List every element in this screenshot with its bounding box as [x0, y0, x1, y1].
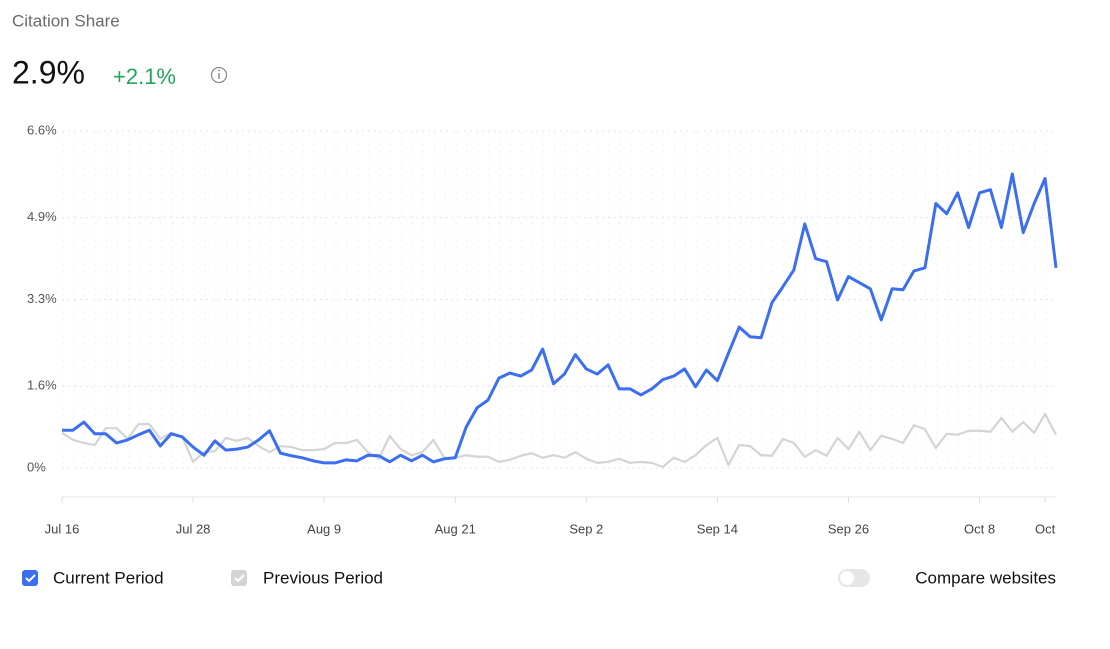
compare-toggle[interactable] [838, 569, 870, 587]
x-tick-label: Aug 21 [435, 521, 476, 536]
x-tick-label: Sep 26 [828, 521, 869, 536]
series-line [61, 412, 1057, 469]
series-line [62, 172, 1058, 465]
compare-label: Compare websites [915, 568, 1056, 587]
legend-previous[interactable] [231, 570, 247, 586]
value: 2.9% [12, 54, 85, 90]
legend-current[interactable] [22, 570, 38, 586]
y-tick-label: 6.6% [27, 122, 57, 137]
x-tick-label: Jul 16 [45, 521, 80, 536]
y-tick-label: 3.3% [27, 291, 57, 306]
legend-label: Previous Period [263, 568, 383, 587]
x-tick-label: Oct 8 [964, 521, 995, 536]
y-tick-label: 0% [27, 459, 46, 474]
x-tick-label: Aug 9 [307, 521, 341, 536]
x-tick-label: Oct [1035, 521, 1056, 536]
x-tick-label: Sep 2 [569, 521, 603, 536]
grid-background [62, 131, 1056, 468]
x-tick-label: Jul 28 [176, 521, 211, 536]
x-tick-label: Sep 14 [697, 521, 738, 536]
title: Citation Share [12, 11, 120, 30]
y-tick-label: 4.9% [27, 209, 57, 224]
legend-label: Current Period [53, 568, 164, 587]
info-icon[interactable] [210, 66, 228, 84]
change: +2.1% [113, 64, 176, 89]
y-tick-label: 1.6% [27, 378, 57, 393]
